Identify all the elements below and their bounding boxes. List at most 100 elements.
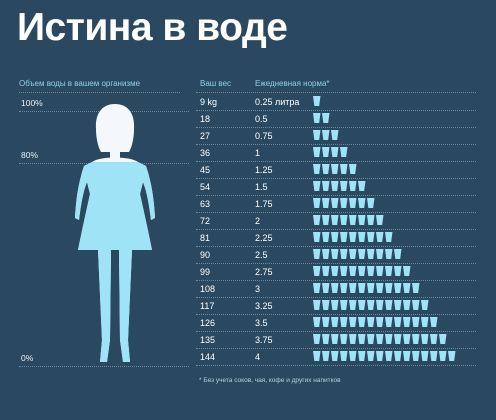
daily-norm-value: 1.75: [255, 199, 273, 209]
daily-norm-value: 2.25: [255, 233, 273, 243]
weight-value: 99: [200, 267, 211, 277]
water-glass-icon: [349, 215, 357, 225]
water-glass-icon: [430, 351, 438, 361]
water-glass-icon: [358, 249, 366, 259]
water-glass-icon: [331, 351, 339, 361]
water-glass-icon: [313, 147, 321, 157]
weight-value: 108: [200, 284, 216, 294]
water-glass-icon: [340, 300, 348, 310]
table-row: 45 1.25: [196, 163, 476, 179]
water-glass-icon: [358, 317, 366, 327]
cup-count: [313, 113, 330, 124]
table-row: 63 1.75: [196, 197, 476, 213]
cup-count: [313, 351, 456, 362]
table-row: 117 3.25: [196, 299, 476, 315]
water-glass-icon: [349, 266, 357, 276]
water-glass-icon: [385, 300, 393, 310]
water-glass-icon: [349, 249, 357, 259]
water-glass-icon: [412, 283, 420, 293]
water-glass-icon: [322, 300, 330, 310]
water-glass-icon: [322, 317, 330, 327]
water-glass-icon: [331, 147, 339, 157]
water-glass-icon: [340, 317, 348, 327]
weight-value: 126: [200, 318, 216, 328]
water-glass-icon: [439, 334, 447, 344]
weight-value: 54: [200, 182, 211, 192]
water-glass-icon: [313, 283, 321, 293]
water-glass-icon: [376, 300, 384, 310]
water-glass-icon: [349, 300, 357, 310]
water-glass-icon: [412, 351, 420, 361]
weight-value: 36: [200, 148, 211, 158]
water-glass-icon: [322, 198, 330, 208]
table-row: 72 2: [196, 214, 476, 230]
cup-count: [313, 334, 447, 345]
daily-norm-value: 0.75: [255, 131, 273, 141]
water-glass-icon: [412, 317, 420, 327]
daily-norm-value: 2.5: [255, 250, 268, 260]
water-glass-icon: [385, 351, 393, 361]
daily-norm-value: 3.25: [255, 301, 273, 311]
water-glass-icon: [322, 266, 330, 276]
water-glass-icon: [367, 334, 375, 344]
water-glass-icon: [340, 351, 348, 361]
water-glass-icon: [376, 249, 384, 259]
water-glass-icon: [340, 198, 348, 208]
water-glass-icon: [367, 266, 375, 276]
weight-value: 63: [200, 199, 211, 209]
weight-column-header: Ваш вес: [200, 79, 232, 88]
woman-silhouette-icon: [75, 104, 155, 362]
cup-count: [313, 283, 420, 294]
cup-count: [313, 249, 402, 260]
water-glass-icon: [340, 249, 348, 259]
water-glass-icon: [313, 164, 321, 174]
weight-value: 45: [200, 165, 211, 175]
water-glass-icon: [376, 317, 384, 327]
cup-count: [313, 198, 375, 209]
water-glass-icon: [421, 351, 429, 361]
water-glass-icon: [358, 334, 366, 344]
water-glass-icon: [367, 300, 375, 310]
daily-norm-value: 4: [255, 352, 261, 362]
water-glass-icon: [322, 283, 330, 293]
weight-value: 135: [200, 335, 216, 345]
water-glass-icon: [322, 351, 330, 361]
divider: [19, 366, 189, 367]
water-glass-icon: [394, 317, 402, 327]
water-glass-icon: [322, 232, 330, 242]
water-glass-icon: [331, 198, 339, 208]
water-glass-icon: [376, 215, 384, 225]
water-glass-icon: [421, 300, 429, 310]
daily-norm-value: 3.5: [255, 318, 268, 328]
water-glass-icon: [367, 317, 375, 327]
water-glass-icon: [322, 249, 330, 259]
water-glass-icon: [322, 215, 330, 225]
weight-value: 18: [200, 114, 211, 124]
table-row: 81 2.25: [196, 231, 476, 247]
water-glass-icon: [430, 317, 438, 327]
daily-norm-value: 3.75: [255, 335, 273, 345]
water-glass-icon: [403, 317, 411, 327]
water-glass-icon: [403, 300, 411, 310]
water-glass-icon: [358, 351, 366, 361]
weight-value: 144: [200, 352, 216, 362]
water-glass-icon: [358, 266, 366, 276]
level-label-80: 80%: [21, 150, 39, 160]
water-glass-icon: [349, 164, 357, 174]
water-glass-icon: [385, 283, 393, 293]
water-glass-icon: [394, 334, 402, 344]
water-glass-icon: [340, 181, 348, 191]
water-glass-icon: [421, 317, 429, 327]
water-glass-icon: [331, 266, 339, 276]
water-glass-icon: [331, 181, 339, 191]
table-row: 108 3: [196, 282, 476, 298]
water-glass-icon: [394, 300, 402, 310]
weight-value: 27: [200, 131, 211, 141]
cup-count: [313, 130, 339, 141]
table-row: 135 3.75: [196, 333, 476, 349]
cup-count: [313, 215, 384, 226]
water-glass-icon: [340, 147, 348, 157]
water-glass-icon: [385, 266, 393, 276]
water-glass-icon: [331, 130, 339, 140]
water-glass-icon: [331, 300, 339, 310]
